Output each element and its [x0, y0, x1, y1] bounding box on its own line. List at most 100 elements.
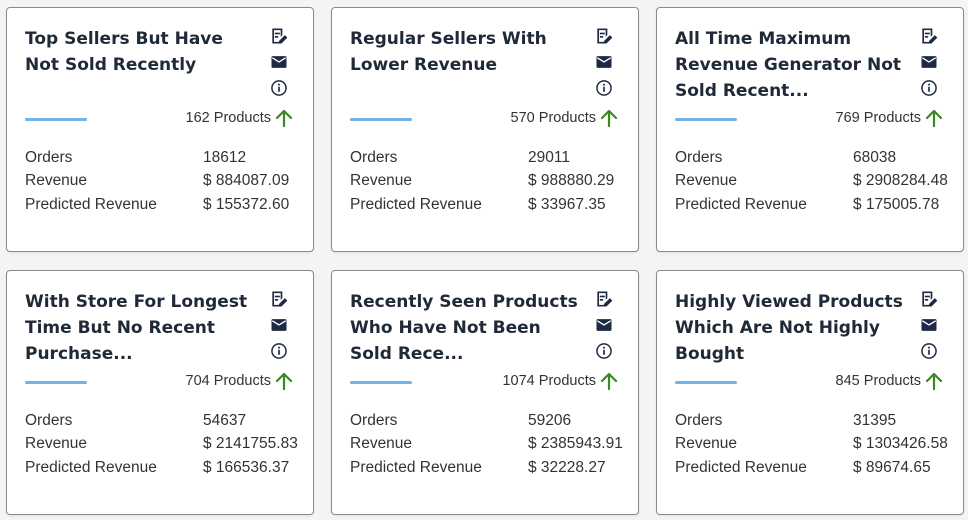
card-actions [919, 26, 941, 104]
stat-row: Revenue $ 884087.09 [25, 170, 315, 194]
product-count-text: 162 Products [185, 110, 271, 126]
stat-value: $ 175005.78 [853, 195, 940, 213]
stat-row: Orders 29011 [350, 146, 640, 170]
stat-row: Orders 68038 [675, 146, 965, 170]
product-count: 1074 Products [502, 371, 618, 391]
stat-label: Predicted Revenue [25, 458, 157, 476]
stat-value: 29011 [528, 148, 570, 166]
stat-value: $ 884087.09 [203, 172, 290, 190]
accent-bar [350, 118, 412, 121]
segment-card[interactable]: With Store For Longest Time But No Recen… [6, 270, 314, 515]
segment-card[interactable]: Recently Seen Products Who Have Not Been… [331, 270, 639, 515]
mail-icon[interactable] [594, 52, 614, 72]
stat-row: Predicted Revenue $ 89674.65 [675, 456, 965, 480]
stats-table: Orders 29011 Revenue $ 988880.29 Predicted… [350, 146, 640, 217]
arrow-up-icon [925, 108, 943, 128]
mail-icon[interactable] [594, 315, 614, 335]
stat-row: Predicted Revenue $ 32228.27 [350, 456, 640, 480]
edit-note-icon[interactable] [594, 26, 614, 46]
stat-label: Orders [25, 148, 73, 166]
stats-table: Orders 54637 Revenue $ 2141755.83 Predicte… [25, 409, 315, 480]
stat-label: Orders [675, 148, 723, 166]
card-title: Recently Seen Products Who Have Not Been… [350, 292, 578, 364]
stat-value: $ 155372.60 [203, 195, 290, 213]
edit-note-icon[interactable] [919, 289, 939, 309]
segment-card[interactable]: Top Sellers But Have Not Sold Recently 1… [6, 7, 314, 252]
stat-value: 59206 [528, 411, 572, 429]
accent-bar [675, 381, 737, 384]
stat-value: $ 2908284.48 [853, 172, 948, 190]
card-title: With Store For Longest Time But No Recen… [25, 292, 248, 364]
stats-table: Orders 59206 Revenue $ 2385943.91 Predicte… [350, 409, 640, 480]
product-count-text: 845 Products [835, 373, 921, 389]
stat-value: $ 166536.37 [203, 458, 290, 476]
stat-row: Revenue $ 988880.29 [350, 170, 640, 194]
card-actions [594, 289, 616, 367]
edit-note-icon[interactable] [269, 289, 289, 309]
card-actions [919, 289, 941, 367]
info-icon[interactable] [269, 341, 289, 361]
mail-icon[interactable] [269, 315, 289, 335]
accent-bar [350, 381, 412, 384]
arrow-up-icon [275, 108, 293, 128]
stat-value: $ 89674.65 [853, 458, 931, 476]
product-count: 570 Products [511, 108, 618, 128]
card-actions [269, 26, 291, 104]
stat-row: Orders 54637 [25, 409, 315, 433]
arrow-up-icon [275, 371, 293, 391]
edit-note-icon[interactable] [919, 26, 939, 46]
stat-value: 31395 [853, 411, 897, 429]
stats-table: Orders 68038 Revenue $ 2908284.48 Predicte… [675, 146, 965, 217]
stat-label: Predicted Revenue [675, 458, 807, 476]
product-count-text: 570 Products [510, 110, 596, 126]
info-icon[interactable] [919, 341, 939, 361]
stat-row: Revenue $ 2141755.83 [25, 433, 315, 457]
stats-table: Orders 18612 Revenue $ 884087.09 Predicted… [25, 146, 315, 217]
card-actions [594, 26, 616, 104]
stat-row: Revenue $ 2385943.91 [350, 433, 640, 457]
stats-table: Orders 31395 Revenue $ 1303426.58 Predicte… [675, 409, 965, 480]
edit-note-icon[interactable] [269, 26, 289, 46]
card-title: Regular Sellers With Lower Revenue [350, 29, 547, 75]
stat-label: Predicted Revenue [350, 195, 482, 213]
mail-icon[interactable] [919, 52, 939, 72]
stat-value: 68038 [853, 148, 897, 166]
stat-row: Orders 18612 [25, 146, 315, 170]
stat-row: Revenue $ 1303426.58 [675, 433, 965, 457]
stat-label: Orders [25, 411, 73, 429]
stat-label: Predicted Revenue [350, 458, 482, 476]
card-actions [269, 289, 291, 367]
accent-bar [25, 381, 87, 384]
stat-label: Revenue [350, 172, 413, 190]
stat-row: Revenue $ 2908284.48 [675, 170, 965, 194]
segment-card[interactable]: All Time Maximum Revenue Generator Not S… [656, 7, 964, 252]
stat-label: Revenue [25, 172, 88, 190]
segment-card[interactable]: Regular Sellers With Lower Revenue 570 P… [331, 7, 639, 252]
stat-value: 18612 [203, 148, 247, 166]
stat-value: $ 33967.35 [528, 195, 606, 213]
info-icon[interactable] [594, 341, 614, 361]
card-title: Top Sellers But Have Not Sold Recently [25, 29, 223, 75]
stat-value: 54637 [203, 411, 247, 429]
stat-value: $ 988880.29 [528, 172, 615, 190]
product-count: 769 Products [836, 108, 943, 128]
segment-card[interactable]: Highly Viewed Products Which Are Not Hig… [656, 270, 964, 515]
edit-note-icon[interactable] [594, 289, 614, 309]
product-count-text: 1074 Products [502, 373, 596, 389]
mail-icon[interactable] [919, 315, 939, 335]
product-count-text: 704 Products [185, 373, 271, 389]
mail-icon[interactable] [269, 52, 289, 72]
product-count-text: 769 Products [835, 110, 921, 126]
info-icon[interactable] [919, 78, 939, 98]
stat-label: Revenue [675, 435, 738, 453]
stat-row: Orders 59206 [350, 409, 640, 433]
stat-row: Predicted Revenue $ 175005.78 [675, 193, 965, 217]
info-icon[interactable] [594, 78, 614, 98]
product-count: 845 Products [836, 371, 943, 391]
stat-label: Orders [350, 411, 398, 429]
stat-label: Orders [350, 148, 398, 166]
info-icon[interactable] [269, 78, 289, 98]
stat-label: Orders [675, 411, 723, 429]
stat-label: Predicted Revenue [675, 195, 807, 213]
